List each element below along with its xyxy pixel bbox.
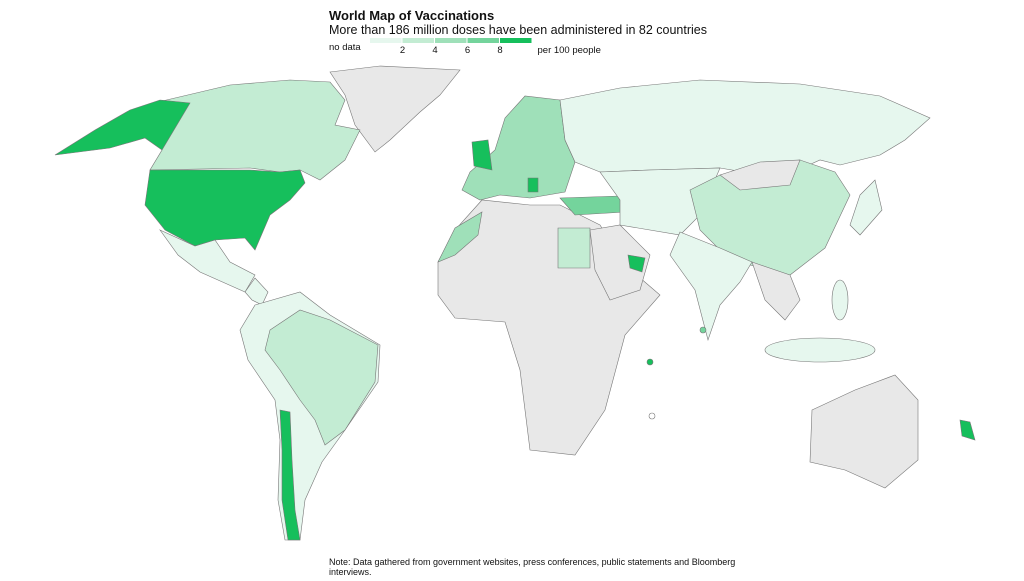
note: Note: Data gathered from government webs… xyxy=(329,557,736,577)
legend-tick-label: 8 xyxy=(497,45,502,56)
philippines xyxy=(831,279,849,321)
legend: no data 2 4 6 8 per 100 people xyxy=(329,38,601,56)
chile xyxy=(279,409,301,541)
india xyxy=(669,231,753,342)
morocco xyxy=(437,211,483,263)
arabia xyxy=(589,224,651,301)
alaska xyxy=(54,99,191,156)
subtitle: More than 186 million doses have been ad… xyxy=(329,23,708,37)
australia xyxy=(809,374,919,489)
canada xyxy=(149,79,361,181)
legend-swatch xyxy=(370,38,402,43)
mongolia xyxy=(719,159,801,191)
legend-swatch xyxy=(435,38,467,43)
title: World Map of Vaccinations xyxy=(329,8,495,23)
serbia xyxy=(527,177,539,193)
legend-no-data: no data xyxy=(329,42,361,53)
usa xyxy=(144,169,306,251)
legend-tick-label: 2 xyxy=(400,45,405,56)
china xyxy=(689,159,851,276)
indonesia xyxy=(764,337,876,363)
legend-unit: per 100 people xyxy=(538,45,601,56)
africa xyxy=(437,199,661,456)
mexico xyxy=(159,229,256,293)
turkey xyxy=(559,195,626,216)
central-america xyxy=(244,277,269,306)
russia xyxy=(559,79,931,179)
central-asia xyxy=(599,167,721,236)
legend-swatch xyxy=(500,38,532,43)
legend-swatch xyxy=(467,38,499,43)
new-zealand xyxy=(959,419,976,441)
uae xyxy=(627,254,646,273)
se-asia xyxy=(751,261,801,321)
legend-swatch xyxy=(402,38,434,43)
island xyxy=(699,326,707,334)
brazil xyxy=(264,309,379,446)
south-america xyxy=(239,291,381,541)
uk xyxy=(471,139,493,171)
japan xyxy=(849,179,883,236)
island xyxy=(648,412,656,420)
europe xyxy=(461,95,576,201)
island xyxy=(646,358,654,366)
egypt xyxy=(557,227,591,269)
greenland xyxy=(329,65,461,153)
legend-tick-label: 6 xyxy=(465,45,470,56)
legend-tick-label: 4 xyxy=(432,45,437,56)
